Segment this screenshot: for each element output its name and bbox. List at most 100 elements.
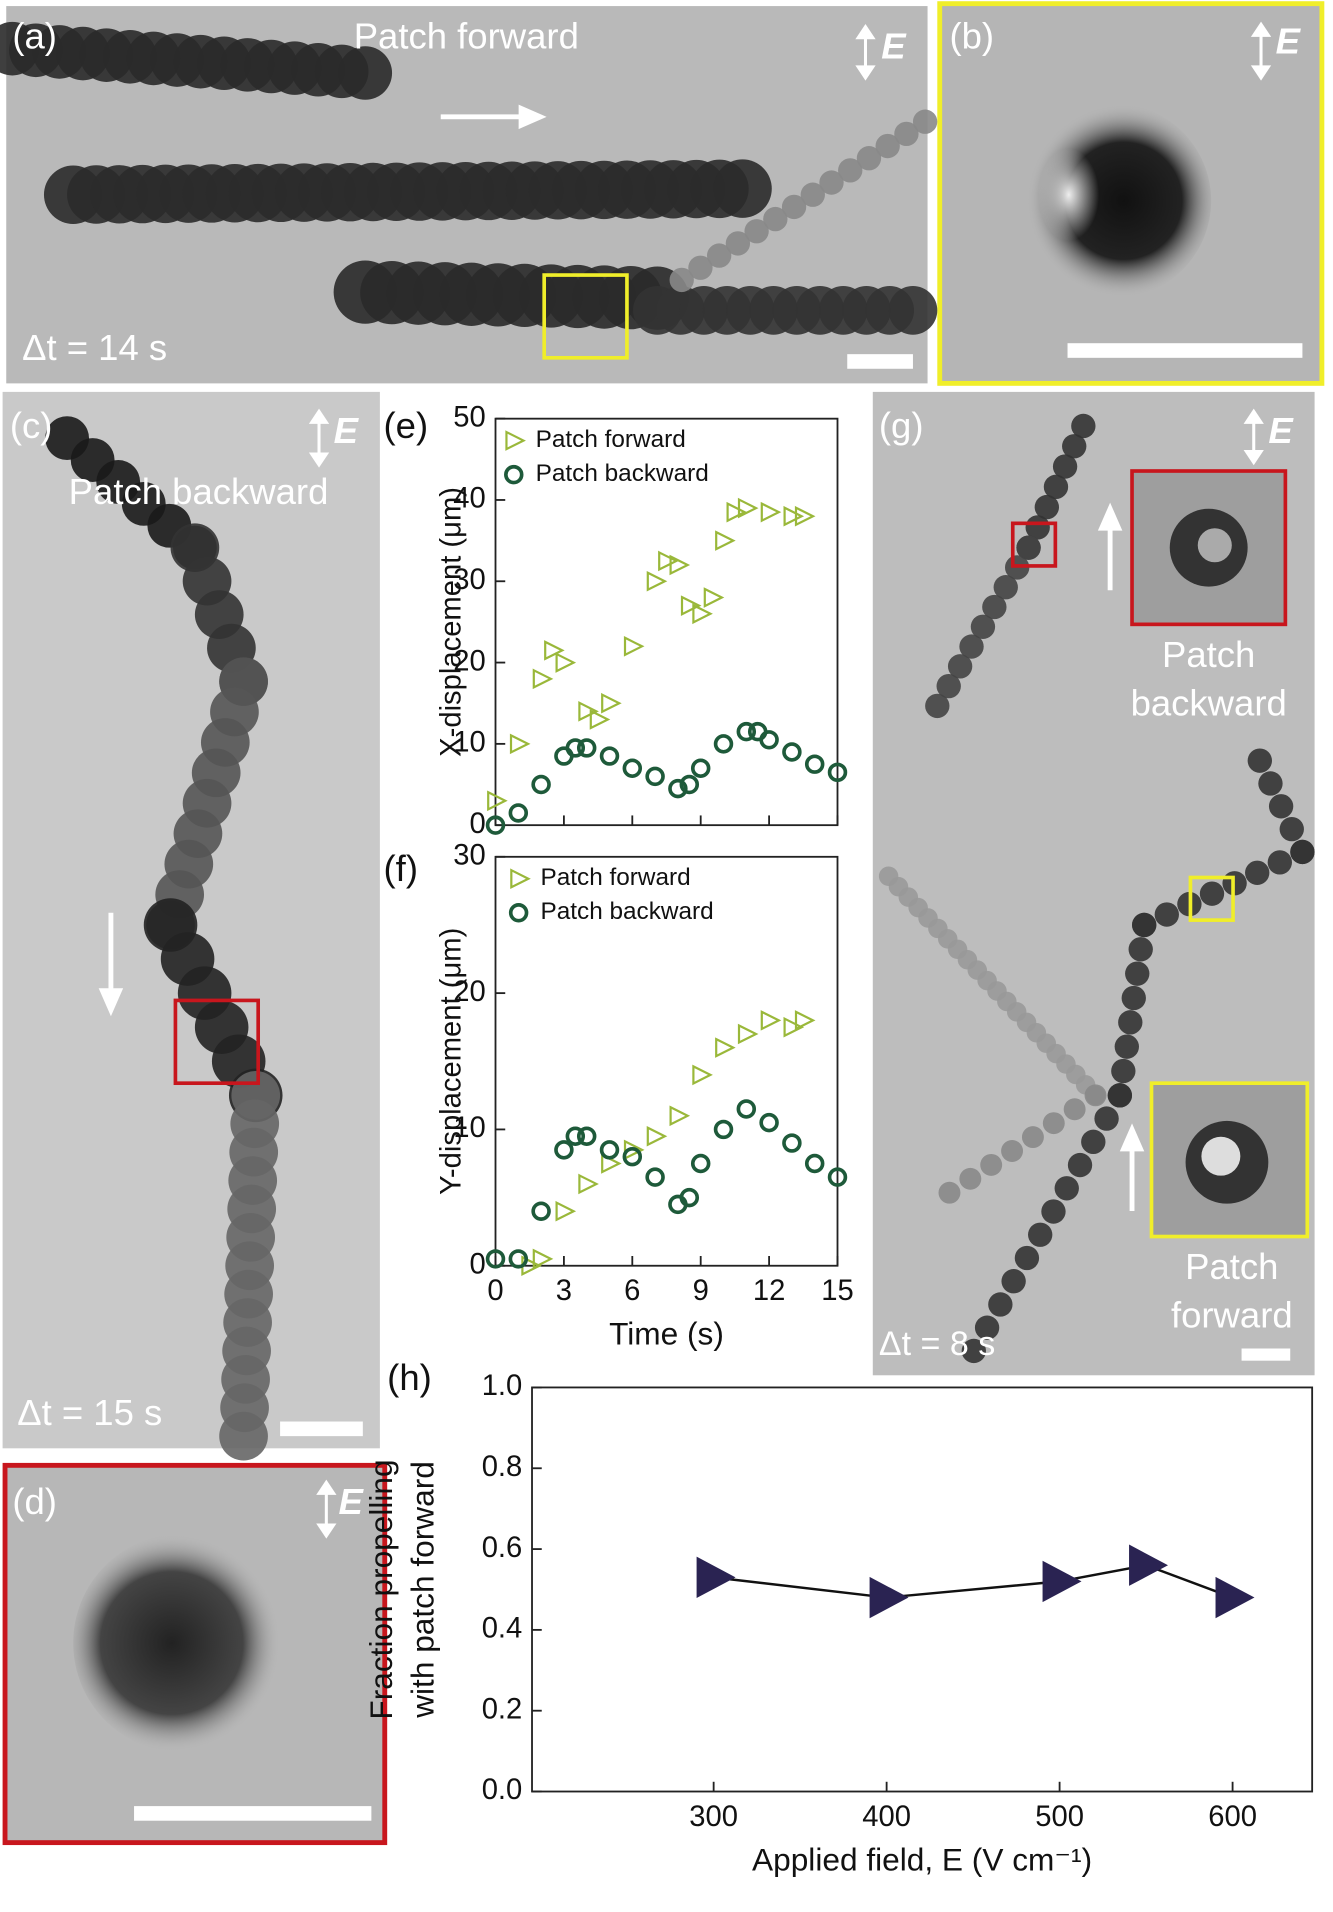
particle xyxy=(1042,1112,1065,1135)
particle xyxy=(688,255,713,280)
marker xyxy=(531,774,551,795)
particle xyxy=(1062,434,1087,459)
y-axis-label: with patch forward xyxy=(404,1461,440,1719)
particle xyxy=(959,1167,982,1190)
legend-label: Patch backward xyxy=(541,898,714,925)
particle xyxy=(1001,1140,1024,1162)
marker xyxy=(645,766,665,787)
marker xyxy=(736,721,757,742)
x-tick-label: 500 xyxy=(1035,1801,1084,1833)
time-label: Δt = 14 s xyxy=(22,327,167,368)
particle xyxy=(73,1533,293,1753)
arrowhead xyxy=(1243,408,1264,424)
particle xyxy=(1247,748,1272,773)
y-axis-label: X-displacement (μm) xyxy=(436,487,468,757)
particle xyxy=(980,1153,1003,1176)
particle xyxy=(1125,961,1150,986)
x-tick-label: 400 xyxy=(862,1801,911,1833)
particle xyxy=(1118,1010,1143,1035)
x-tick-label: 3 xyxy=(556,1275,572,1307)
marker xyxy=(760,1010,782,1031)
particle xyxy=(1063,1098,1086,1121)
panel-label: (d) xyxy=(12,1481,57,1522)
particle xyxy=(1052,454,1078,479)
y-tick-label: 30 xyxy=(453,564,485,596)
particle xyxy=(1071,413,1096,439)
x-axis-label: Applied field, E (V cm⁻¹) xyxy=(752,1841,1092,1877)
particle xyxy=(219,1411,268,1461)
particle xyxy=(938,1181,961,1204)
marker xyxy=(645,1167,665,1187)
roi-box xyxy=(1010,521,1058,568)
marker xyxy=(1129,1544,1168,1586)
particle xyxy=(1001,1269,1026,1294)
legend-label: Patch backward xyxy=(536,460,709,487)
marker xyxy=(827,1167,848,1187)
field-label: E xyxy=(334,410,360,451)
legend-marker xyxy=(504,464,524,485)
x-tick-label: 6 xyxy=(624,1275,640,1307)
arrowhead xyxy=(308,408,330,424)
y-tick-label: 20 xyxy=(453,976,485,1008)
arrowhead xyxy=(1243,450,1264,466)
marker xyxy=(737,1023,759,1045)
marker xyxy=(578,701,599,722)
marker xyxy=(726,501,748,523)
marker xyxy=(487,790,508,812)
particle xyxy=(1258,771,1283,796)
particles xyxy=(0,21,1315,1461)
y-axis-label: Y-displacement (μm) xyxy=(436,928,468,1195)
particle xyxy=(1043,474,1069,499)
particle xyxy=(982,594,1007,620)
particle xyxy=(959,634,984,659)
marker xyxy=(565,738,586,758)
particle xyxy=(1267,850,1292,875)
legend-label: Patch forward xyxy=(536,426,686,453)
particle xyxy=(1199,881,1225,906)
marker xyxy=(804,1153,825,1174)
particle xyxy=(936,673,961,699)
marker xyxy=(679,1187,700,1208)
marker xyxy=(869,1576,909,1619)
particle xyxy=(1154,902,1179,927)
marker xyxy=(669,554,691,576)
panel-label: (h) xyxy=(387,1357,432,1398)
marker xyxy=(555,1200,577,1222)
particle xyxy=(894,121,919,147)
particle xyxy=(819,170,844,195)
marker xyxy=(599,746,620,766)
y-tick-label: 0.6 xyxy=(482,1532,523,1564)
marker xyxy=(623,1139,645,1161)
y-axis-label: Fraction propelling xyxy=(363,1459,399,1719)
y-tick-label: 0.4 xyxy=(482,1613,523,1645)
particle xyxy=(1054,1176,1079,1201)
legend-marker xyxy=(510,868,531,890)
x-tick-label: 15 xyxy=(821,1275,853,1307)
marker xyxy=(715,530,736,551)
particle xyxy=(1014,1245,1040,1271)
marker xyxy=(713,1119,734,1140)
y-tick-label: 30 xyxy=(453,840,485,872)
marker xyxy=(578,1173,599,1195)
marker xyxy=(599,1140,620,1160)
particle xyxy=(713,159,772,218)
highlight xyxy=(1197,528,1232,563)
y-tick-label: 0.0 xyxy=(482,1774,523,1806)
particle xyxy=(988,1292,1013,1317)
particle xyxy=(1290,839,1315,865)
marker xyxy=(576,1126,597,1146)
y-tick-label: 10 xyxy=(453,727,485,759)
marker xyxy=(485,1249,506,1269)
x-tick-label: 12 xyxy=(753,1275,785,1307)
plot-frame xyxy=(494,855,839,1267)
marker xyxy=(532,1248,554,1270)
scale-bar xyxy=(1067,343,1303,358)
marker xyxy=(713,734,734,754)
marker xyxy=(827,762,848,783)
time-label: Δt = 8 s xyxy=(879,1325,995,1363)
marker xyxy=(794,1010,816,1031)
marker xyxy=(646,1125,668,1147)
field-arrows xyxy=(308,21,1272,1539)
y-tick-label: 20 xyxy=(453,645,485,677)
